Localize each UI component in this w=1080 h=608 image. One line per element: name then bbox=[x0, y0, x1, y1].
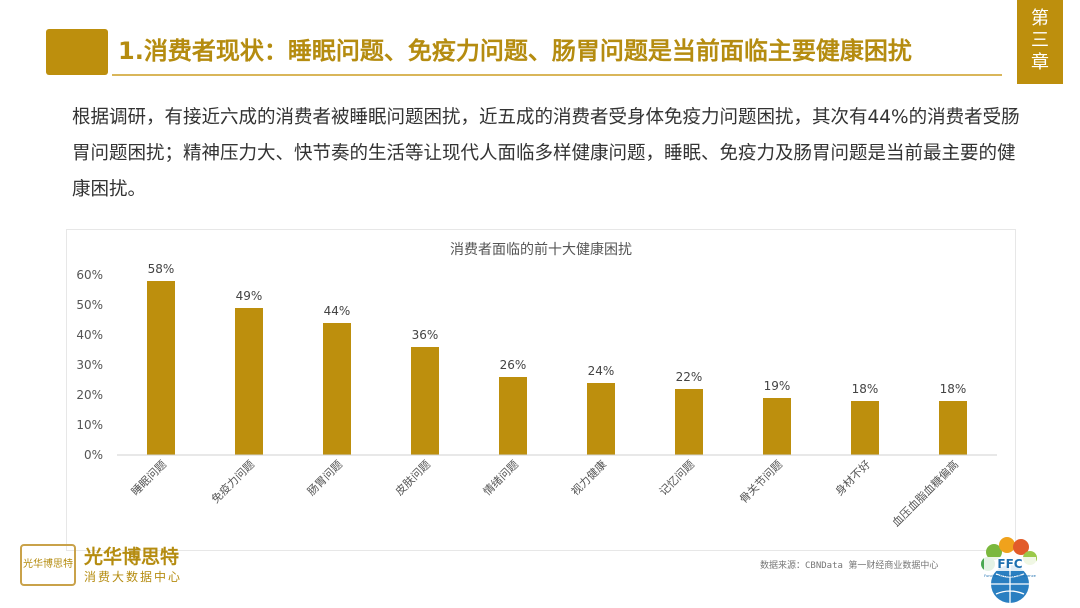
category-label: 情绪问题 bbox=[480, 457, 521, 498]
page-title: 1.消费者现状：睡眠问题、免疫力问题、肠胃问题是当前面临主要健康困扰 bbox=[118, 37, 912, 65]
bar bbox=[147, 281, 175, 455]
data-label: 36% bbox=[412, 328, 439, 342]
title-underline bbox=[112, 74, 1002, 76]
bar bbox=[323, 323, 351, 455]
data-label: 24% bbox=[588, 364, 615, 378]
brand-badge-icon: 光华博思特 bbox=[20, 544, 76, 586]
bar bbox=[411, 347, 439, 455]
brand-logo: 光华博思特 光华博思特 消费大数据中心 bbox=[20, 540, 190, 590]
y-tick-label: 30% bbox=[76, 358, 103, 372]
category-label: 免疫力问题 bbox=[208, 457, 257, 506]
bar bbox=[939, 401, 967, 455]
intro-paragraph: 根据调研，有接近六成的消费者被睡眠问题困扰，近五成的消费者受身体免疫力问题困扰，… bbox=[72, 107, 1020, 200]
data-label: 26% bbox=[500, 358, 527, 372]
chart-title: 消费者面临的前十大健康困扰 bbox=[450, 241, 632, 258]
category-label: 身材不好 bbox=[832, 457, 873, 498]
bar bbox=[587, 383, 615, 455]
bar bbox=[235, 308, 263, 455]
x-axis: 睡眠问题 免疫力问题 肠胃问题 皮肤问题 情绪问题 视力健康 记忆问题 骨关节问题 身材不好 血压… bbox=[117, 454, 997, 529]
bar bbox=[675, 389, 703, 455]
y-tick-label: 50% bbox=[76, 298, 103, 312]
data-label: 44% bbox=[324, 304, 351, 318]
y-tick-label: 0% bbox=[84, 448, 103, 462]
category-label: 血压血脂血糖偏高 bbox=[889, 457, 961, 529]
y-axis: 0% 10% 20% 30% 40% 50% 60% bbox=[76, 268, 103, 462]
ffc-logo-text: FFC bbox=[997, 557, 1022, 571]
title-accent-block bbox=[46, 29, 108, 75]
chapter-char-3: 章 bbox=[1031, 52, 1049, 73]
category-label: 肠胃问题 bbox=[305, 458, 345, 498]
chapter-tab: 第 三 章 bbox=[1017, 0, 1063, 84]
data-label: 49% bbox=[236, 289, 263, 303]
ffc-logo: FFC Functional Foods Conference bbox=[974, 534, 1046, 604]
category-label: 记忆问题 bbox=[657, 458, 697, 498]
category-label: 睡眠问题 bbox=[129, 458, 169, 498]
category-label: 骨关节问题 bbox=[736, 457, 785, 506]
category-label: 皮肤问题 bbox=[392, 457, 433, 498]
data-label: 18% bbox=[940, 382, 967, 396]
y-tick-label: 10% bbox=[76, 418, 103, 432]
ffc-globe-icon: FFC Functional Foods Conference bbox=[981, 537, 1037, 603]
chapter-char-2: 三 bbox=[1031, 30, 1049, 51]
bar bbox=[763, 398, 791, 455]
bar bbox=[499, 377, 527, 455]
chart-frame: 消费者面临的前十大健康困扰 0% 10% 20% 30% 40% 50% 60% 58% 49… bbox=[66, 229, 1016, 551]
y-tick-label: 60% bbox=[76, 268, 103, 282]
category-label: 视力健康 bbox=[568, 457, 609, 498]
data-label: 18% bbox=[852, 382, 879, 396]
ffc-logo-subtitle: Functional Foods Conference bbox=[984, 574, 1037, 578]
bar bbox=[851, 401, 879, 455]
chapter-char-1: 第 bbox=[1031, 8, 1049, 29]
data-source: 数据来源：CBNData 第一财经商业数据中心 bbox=[760, 561, 939, 571]
y-tick-label: 20% bbox=[76, 388, 103, 402]
brand-name: 光华博思特 bbox=[84, 546, 180, 568]
bar-series: 58% 49% 44% 36% 26% 24% 22% 19% 18% 18% bbox=[147, 262, 967, 455]
brand-subtitle: 消费大数据中心 bbox=[84, 570, 183, 584]
bar-chart: 消费者面临的前十大健康困扰 0% 10% 20% 30% 40% 50% 60% 58% 49… bbox=[76, 241, 997, 529]
data-label: 58% bbox=[148, 262, 175, 276]
data-label: 22% bbox=[676, 370, 703, 384]
y-tick-label: 40% bbox=[76, 328, 103, 342]
data-label: 19% bbox=[764, 379, 791, 393]
